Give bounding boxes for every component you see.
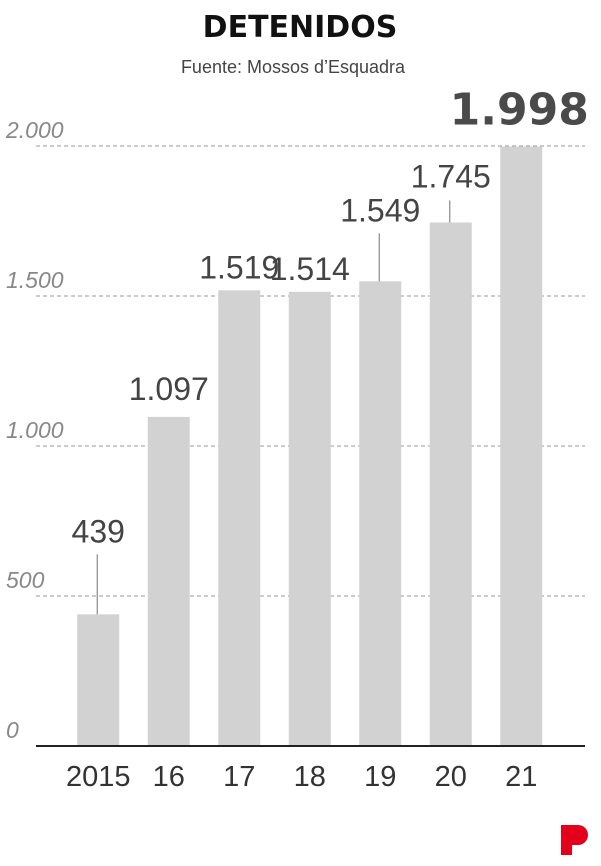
data-label: 439 [72,513,125,549]
bar [218,290,261,746]
publisher-logo [561,825,588,855]
x-tick-label: 19 [364,761,396,793]
x-axis-ticks: 2015 16 17 18 19 20 21 [66,761,537,793]
bar [429,222,472,746]
data-label: 1.549 [340,192,420,228]
bar [500,146,543,747]
bar [147,416,190,746]
x-tick-label: 2015 [66,761,131,793]
bars [77,146,543,747]
x-tick-label: 17 [223,761,255,793]
data-label: 1.519 [199,249,279,285]
x-tick-label: 18 [294,761,326,793]
data-label: 1.097 [129,371,209,407]
x-tick-label: 20 [435,761,467,793]
data-label-highlight: 1.998 [450,85,589,136]
x-tick-label: 16 [153,761,185,793]
y-tick-label: 0 [6,717,19,743]
data-label: 1.514 [270,251,350,287]
label-leaders [96,200,451,615]
chart-subtitle: Fuente: Mossos d’Esquadra [181,57,406,77]
bar [77,614,120,746]
bar [359,281,402,746]
bar [288,291,331,746]
y-tick-label: 1.500 [6,267,64,293]
y-tick-label: 500 [6,567,45,593]
y-tick-label: 1.000 [6,417,64,443]
chart-title: DETENIDOS [203,10,398,45]
data-label: 1.745 [411,159,491,195]
logo-bowl [561,825,588,845]
y-tick-label: 2.000 [5,117,64,143]
x-tick-label: 21 [505,761,537,793]
y-axis-ticks: 0 500 1.000 1.500 2.000 [5,117,64,743]
